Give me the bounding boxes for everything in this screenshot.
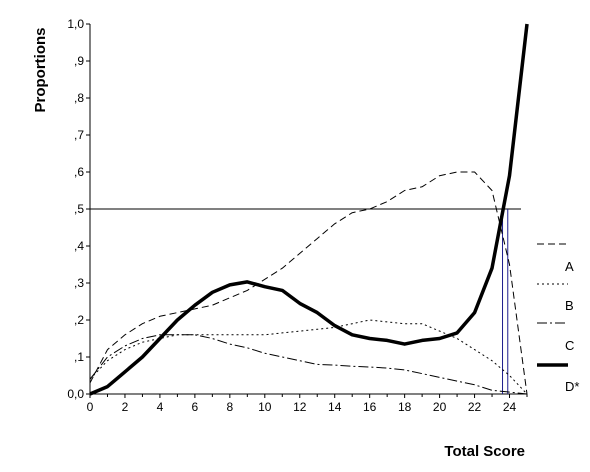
y-tick-label: ,4 [74,239,84,253]
x-tick-label: 8 [226,400,233,414]
x-tick-label: 2 [122,400,129,414]
x-tick-label: 6 [192,400,199,414]
series-lines [89,23,529,396]
x-tick-label: 0 [87,400,94,414]
legend-label: B [565,298,574,313]
x-tick-label: 18 [398,400,412,414]
y-tick-label: ,7 [74,128,84,142]
y-tick-label: ,3 [74,276,84,290]
y-tick-label: ,1 [74,350,84,364]
reference-lines [90,208,521,394]
x-tick-label: 22 [468,400,482,414]
y-tick-label: ,5 [74,202,84,216]
y-tick-label: ,9 [74,54,84,68]
legend: A B C D* [537,243,579,394]
series-line-a [89,171,528,395]
x-tick-label: 24 [503,400,517,414]
x-tick-label: 12 [293,400,307,414]
y-axis: 0,0 ,1 ,2 ,3 ,4 ,5 ,6 ,7 ,8 ,9 1,0 [67,17,90,401]
legend-label: C [565,338,574,353]
x-tick-label: 14 [328,400,342,414]
x-tick-label: 16 [363,400,377,414]
y-tick-label: 1,0 [67,17,84,31]
x-tick-label: 4 [157,400,164,414]
x-axis: 0 2 4 6 8 10 12 14 16 18 20 22 24 [87,394,528,414]
x-tick-label: 20 [433,400,447,414]
series-line-c [89,334,528,395]
legend-label: A [565,259,574,274]
series-line-d [89,23,529,396]
y-tick-label: 0,0 [67,387,84,401]
y-tick-label: ,2 [74,313,84,327]
x-axis-title: Total Score [444,443,525,460]
y-tick-label: ,8 [74,91,84,105]
y-tick-label: ,6 [74,165,84,179]
legend-label: D* [565,379,579,394]
y-axis-title: Proportions [32,28,49,113]
x-tick-label: 10 [258,400,272,414]
series-line-b [89,319,528,395]
